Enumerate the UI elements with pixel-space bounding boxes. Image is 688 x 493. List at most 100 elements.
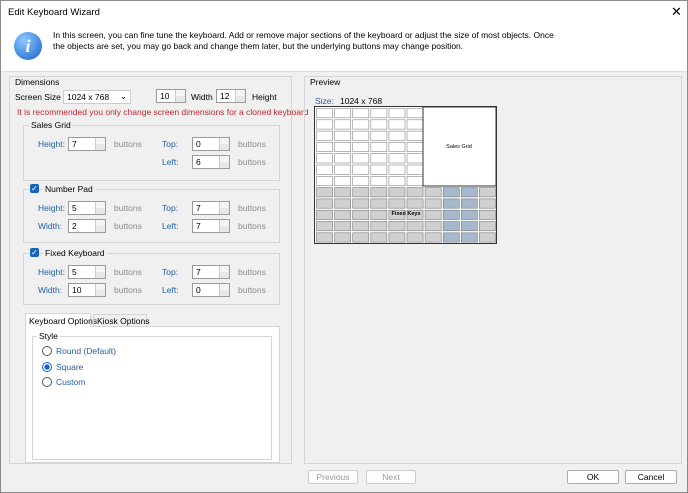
preview-cell xyxy=(370,142,388,153)
value: 7 xyxy=(196,203,201,213)
preview-cell xyxy=(442,209,460,220)
group-label: Dimensions xyxy=(15,77,60,87)
preview-cell xyxy=(352,209,370,220)
radio-selected[interactable] xyxy=(42,362,52,372)
preview-cell xyxy=(352,164,370,175)
tab[interactable]: Keyboard Options xyxy=(25,313,97,327)
style-group xyxy=(32,336,272,460)
spinner[interactable]: 10 xyxy=(68,283,106,297)
radio[interactable] xyxy=(42,346,52,356)
preview-cell xyxy=(370,119,388,130)
group-label: Sales Grid xyxy=(29,120,73,130)
preview-cell xyxy=(388,108,406,119)
value: 12 xyxy=(220,91,230,101)
unit-label: buttons xyxy=(238,139,266,149)
preview-cell xyxy=(479,209,496,220)
value: 10 xyxy=(160,91,170,101)
ok-button[interactable]: OK xyxy=(567,470,619,484)
preview-cell xyxy=(334,221,352,232)
preview-cell xyxy=(316,108,333,119)
preview-cell xyxy=(352,130,370,141)
field-label: Left: xyxy=(162,157,179,167)
preview-cell xyxy=(370,153,388,164)
spinner[interactable]: 7 xyxy=(68,137,106,151)
preview-cell xyxy=(424,198,442,209)
preview-cell xyxy=(406,232,424,243)
preview-cell xyxy=(424,209,442,220)
spinner[interactable]: 7 xyxy=(192,219,230,233)
unit-label: buttons xyxy=(238,221,266,231)
preview-cell xyxy=(352,153,370,164)
preview-cell xyxy=(334,108,352,119)
unit-label: buttons xyxy=(238,285,266,295)
preview-cell xyxy=(316,209,333,220)
label: Screen Size xyxy=(15,92,61,102)
preview-cell xyxy=(352,198,370,209)
checkbox[interactable]: ✓ xyxy=(30,184,39,193)
group-box xyxy=(23,189,280,243)
value: 6 xyxy=(196,157,201,167)
preview-cell xyxy=(334,142,352,153)
preview-cell xyxy=(352,187,370,198)
preview-cell xyxy=(334,187,352,198)
close-button[interactable]: ✕ xyxy=(671,4,682,19)
preview-cell xyxy=(316,232,333,243)
cancel-button[interactable]: Cancel xyxy=(625,470,677,484)
value: 1024 x 768 xyxy=(340,96,383,106)
preview-cell xyxy=(479,198,496,209)
label: Width xyxy=(191,92,213,102)
spinner[interactable]: 5 xyxy=(68,265,106,279)
preview-cell xyxy=(370,176,388,186)
spinner[interactable]: 12 xyxy=(216,89,246,103)
preview-cell xyxy=(352,142,370,153)
preview-cell xyxy=(479,187,496,198)
value: 0 xyxy=(196,285,201,295)
preview-cell xyxy=(442,198,460,209)
preview-panel xyxy=(304,76,682,464)
radio[interactable] xyxy=(42,377,52,387)
preview-cell xyxy=(424,221,442,232)
preview-cell xyxy=(334,119,352,130)
preview-cell xyxy=(442,232,460,243)
preview-cell xyxy=(334,176,352,186)
radio-label[interactable]: Round (Default) xyxy=(56,346,117,356)
screen-size-combo[interactable]: 1024 x 768 ⌄ xyxy=(63,90,131,104)
field-label: Width: xyxy=(38,285,63,295)
preview-cell xyxy=(388,119,406,130)
spinner[interactable]: 0 xyxy=(192,137,230,151)
spinner[interactable]: 6 xyxy=(192,155,230,169)
spinner[interactable]: 2 xyxy=(68,219,106,233)
spinner[interactable]: 10 xyxy=(156,89,186,103)
value: 0 xyxy=(196,139,201,149)
preview-cell xyxy=(370,187,388,198)
unit-label: buttons xyxy=(114,285,142,295)
checkbox[interactable]: ✓ xyxy=(30,248,39,257)
preview-cell xyxy=(316,119,333,130)
unit-label: buttons xyxy=(114,267,142,277)
preview-cell xyxy=(424,232,442,243)
preview-cell xyxy=(316,153,333,164)
group-label: Style xyxy=(37,331,60,341)
preview-cell xyxy=(388,130,406,141)
previous-button[interactable]: Previous xyxy=(308,470,358,484)
spinner[interactable]: 7 xyxy=(192,201,230,215)
preview-cell xyxy=(316,187,333,198)
spinner[interactable]: 5 xyxy=(68,201,106,215)
preview-cell xyxy=(388,221,406,232)
radio-label[interactable]: Custom xyxy=(56,377,86,387)
next-button[interactable]: Next xyxy=(366,470,416,484)
radio-label[interactable]: Square xyxy=(56,362,84,372)
value: 1024 x 768 xyxy=(67,92,110,102)
tab[interactable]: Kiosk Options xyxy=(93,314,149,326)
group-label: Number Pad xyxy=(43,184,95,194)
preview-cell xyxy=(316,221,333,232)
value: 5 xyxy=(72,203,77,213)
preview-cell xyxy=(334,130,352,141)
spinner[interactable]: 0 xyxy=(192,283,230,297)
spinner[interactable]: 7 xyxy=(192,265,230,279)
info-icon: i xyxy=(14,32,42,60)
preview-cell xyxy=(352,108,370,119)
title-bar xyxy=(1,1,687,23)
field-label: Height: xyxy=(38,139,65,149)
value: 2 xyxy=(72,221,77,231)
